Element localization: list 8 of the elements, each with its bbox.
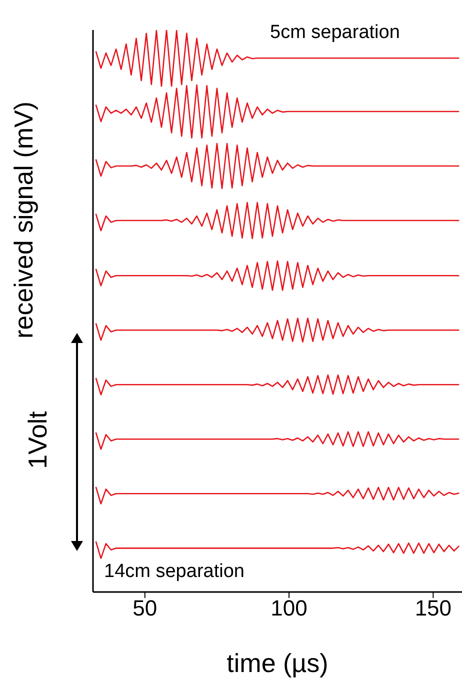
y-axis-title: received signal (mV) <box>8 102 40 338</box>
x-tick-label: 150 <box>414 596 452 621</box>
x-axis-title: time (µs) <box>226 648 328 678</box>
x-tick-label: 100 <box>270 596 308 621</box>
x-tick-label: 50 <box>132 596 158 621</box>
annotation: 14cm separation <box>104 561 244 583</box>
annotation: 5cm separation <box>270 22 400 44</box>
text: 1Volt <box>22 410 54 471</box>
